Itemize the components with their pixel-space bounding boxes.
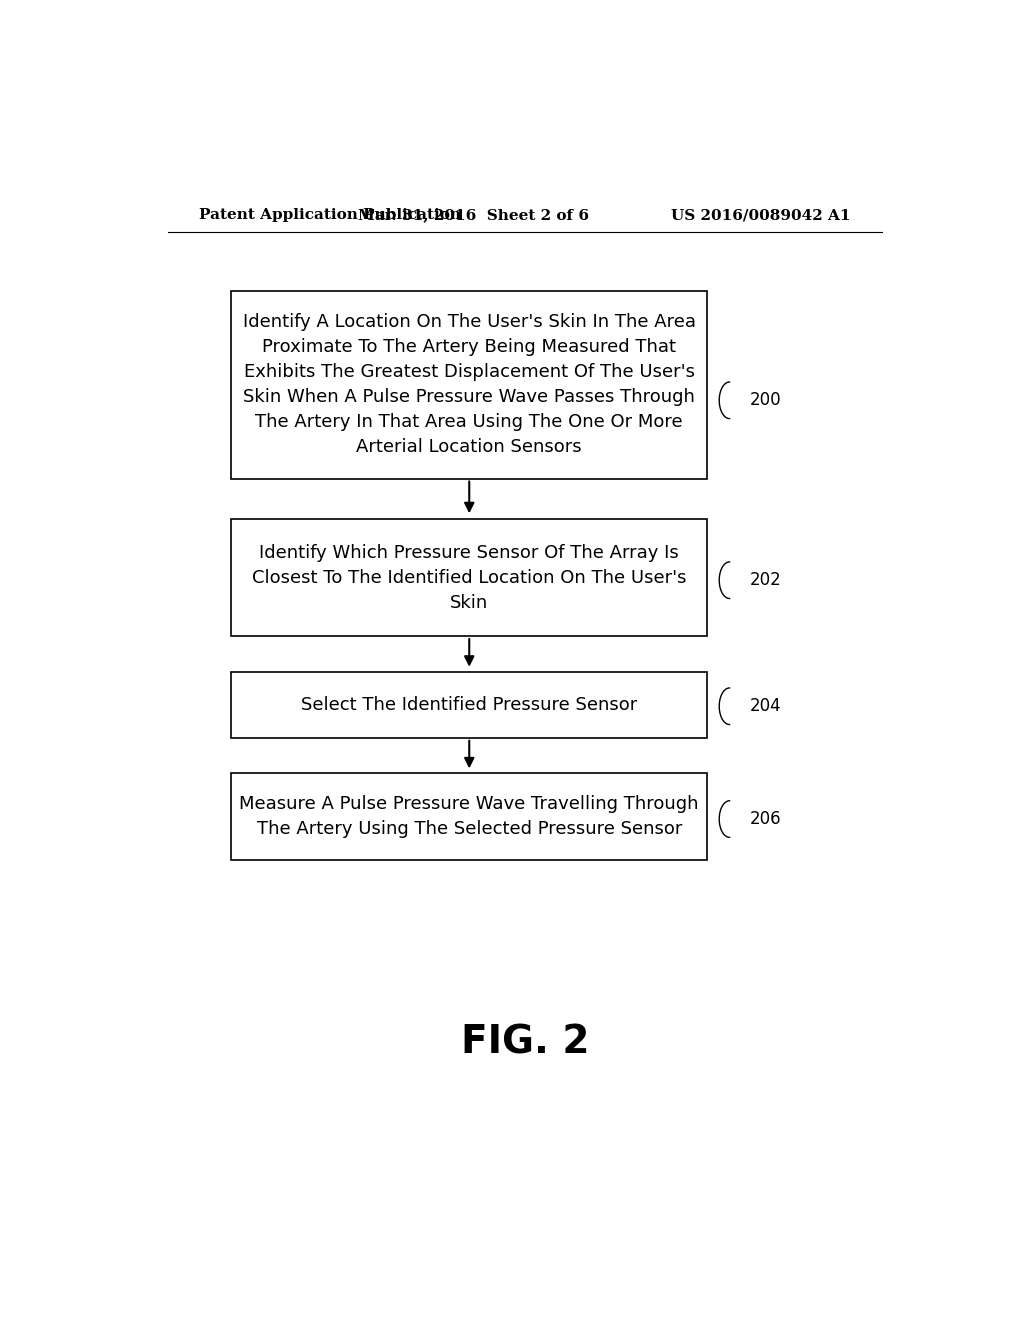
Text: Identify Which Pressure Sensor Of The Array Is
Closest To The Identified Locatio: Identify Which Pressure Sensor Of The Ar… (252, 544, 686, 611)
Text: 202: 202 (750, 572, 781, 589)
Text: Patent Application Publication: Patent Application Publication (200, 209, 462, 222)
Text: Identify A Location On The User's Skin In The Area
Proximate To The Artery Being: Identify A Location On The User's Skin I… (243, 313, 695, 455)
FancyBboxPatch shape (231, 290, 708, 479)
Text: Select The Identified Pressure Sensor: Select The Identified Pressure Sensor (301, 696, 637, 714)
Text: 206: 206 (750, 810, 781, 828)
FancyBboxPatch shape (231, 774, 708, 859)
FancyBboxPatch shape (231, 519, 708, 636)
Text: 200: 200 (750, 391, 781, 409)
Text: 204: 204 (750, 697, 781, 715)
FancyBboxPatch shape (231, 672, 708, 738)
Text: Mar. 31, 2016  Sheet 2 of 6: Mar. 31, 2016 Sheet 2 of 6 (357, 209, 589, 222)
Text: Measure A Pulse Pressure Wave Travelling Through
The Artery Using The Selected P: Measure A Pulse Pressure Wave Travelling… (240, 795, 699, 838)
Text: FIG. 2: FIG. 2 (461, 1024, 589, 1061)
Text: US 2016/0089042 A1: US 2016/0089042 A1 (671, 209, 850, 222)
